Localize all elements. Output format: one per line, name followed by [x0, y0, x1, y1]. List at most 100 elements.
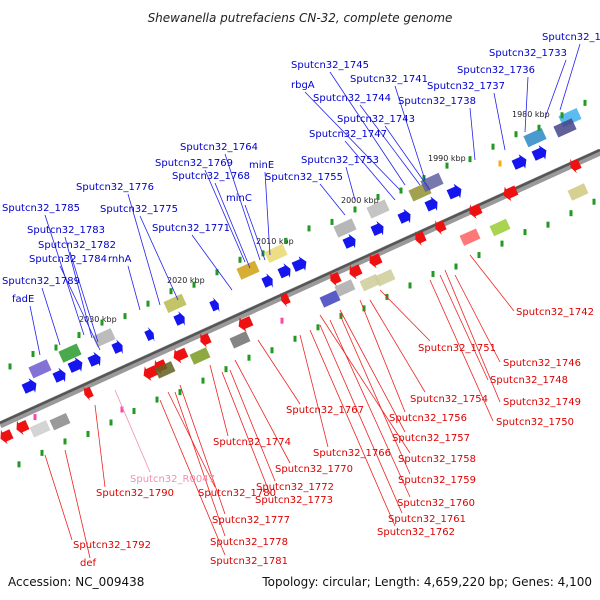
gene-tick: [399, 187, 403, 194]
gene-arrow: [342, 233, 356, 249]
gene-label: Sputcn32_1770: [275, 464, 353, 475]
protein-domain-box: [334, 279, 356, 297]
protein-domain-box: [58, 343, 82, 363]
label-leader-line: [174, 391, 226, 537]
label-leader-line: [127, 193, 161, 306]
gene-tick: [537, 124, 541, 131]
protein-domain-box: [28, 359, 52, 379]
gene-tick: [293, 335, 297, 342]
protein-domain-box: [459, 228, 481, 246]
label-leader-line: [394, 85, 426, 181]
gene-arrow: [415, 231, 427, 246]
label-leader-line: [29, 305, 41, 356]
gene-tick: [569, 210, 573, 217]
gene-arrow: [424, 196, 438, 212]
gene-label: Sputcn32_1761: [388, 514, 466, 525]
gene-arrow: [173, 311, 185, 326]
map-title: Shewanella putrefaciens CN-32, complete …: [148, 11, 453, 25]
gene-label: Sputcn32_1775: [100, 204, 178, 215]
gene-label: minC: [226, 193, 252, 204]
gene-label: Sputcn32_1754: [410, 394, 488, 405]
gene-arrow: [83, 386, 94, 401]
scale-mark: 1990 kbp: [428, 154, 466, 163]
protein-domain-box: [420, 172, 444, 193]
gene-label: minE: [249, 160, 274, 171]
gene-arrow: [277, 263, 291, 279]
gene-arrow: [52, 367, 66, 383]
gene-arrow: [111, 339, 123, 354]
protein-domain-box: [366, 199, 390, 219]
label-leader-line: [179, 384, 226, 515]
gene-arrow: [143, 365, 159, 381]
protein-domain-box: [29, 420, 51, 438]
gene-tick: [169, 288, 173, 295]
gene-tick: [546, 221, 550, 228]
gene-tick: [238, 256, 242, 263]
gene-tick: [247, 354, 251, 361]
label-leader-line: [139, 215, 179, 301]
protein-domain-box: [553, 118, 577, 138]
gene-label: Sputcn32_1771: [152, 223, 230, 234]
label-leader-line: [384, 125, 431, 191]
gene-tick: [280, 317, 284, 324]
gene-label: Sputcn32_1762: [377, 527, 455, 538]
gene-label: Sputcn32_1758: [398, 454, 476, 465]
protein-domain-box: [154, 361, 176, 379]
gene-label: rbgA: [291, 80, 315, 91]
label-leader-line: [221, 371, 271, 495]
gene-tick: [307, 225, 311, 232]
label-leader-line: [454, 274, 501, 363]
label-leader-line: [339, 309, 406, 433]
label-leader-line: [224, 153, 261, 261]
topology-text: Topology: circular; Length: 4,659,220 bp…: [261, 575, 592, 589]
gene-label: Sputcn32_1743: [337, 114, 415, 125]
gene-arrow: [330, 271, 342, 287]
gene-tick: [560, 112, 564, 119]
gene-tick: [592, 198, 596, 205]
gene-tick: [77, 332, 81, 339]
gene-label: Sputcn32_1744: [313, 93, 391, 104]
scale-mark: 2020 kbp: [167, 276, 205, 285]
gene-tick: [63, 438, 67, 445]
gene-label: Sputcn32_1774: [213, 437, 291, 448]
label-leader-line: [209, 364, 229, 437]
gene-tick: [192, 281, 196, 288]
gene-tick: [31, 350, 35, 357]
label-leader-line: [344, 140, 396, 201]
gene-arrow: [469, 203, 483, 219]
gene-tick: [477, 252, 481, 259]
gene-arrow: [349, 264, 363, 280]
protein-domain-box: [359, 273, 381, 292]
gene-tick: [498, 160, 502, 167]
gene-arrow: [397, 208, 411, 224]
label-leader-line: [524, 76, 529, 133]
gene-tick: [54, 344, 58, 351]
gene-tick: [583, 99, 587, 106]
top-labels: Sputcn32_1732 Sputcn32_1733 Sputcn32_173…: [2, 32, 600, 305]
gene-arrow: [87, 351, 101, 367]
protein-domain-box: [374, 269, 396, 287]
accession-text: Accession: NC_009438: [8, 575, 144, 589]
label-leader-line: [319, 324, 403, 514]
gene-tick: [431, 270, 435, 277]
label-leader-line: [94, 404, 106, 488]
gene-label: Sputcn32_1768: [172, 171, 250, 182]
label-leader-line: [59, 265, 101, 351]
label-leader-line: [234, 359, 291, 464]
label-leader-line: [329, 71, 406, 186]
protein-domain-box: [264, 243, 288, 264]
gene-label: Sputcn32_1781: [210, 556, 288, 567]
label-leader-line: [369, 299, 426, 393]
gene-label: Sputcn32_1746: [503, 358, 581, 369]
label-leader-line: [299, 334, 329, 448]
label-leader-line: [439, 274, 489, 381]
gene-arrow: [503, 185, 519, 202]
label-leader-line: [319, 183, 346, 216]
protein-domain-box: [333, 218, 357, 238]
gene-label: Sputcn32_1782: [38, 240, 116, 251]
gene-label: Sputcn32_1748: [490, 375, 568, 386]
label-leader-line: [64, 236, 93, 339]
gene-arrow: [21, 378, 37, 394]
gene-arrow: [200, 333, 212, 348]
gene-tick: [408, 282, 412, 289]
